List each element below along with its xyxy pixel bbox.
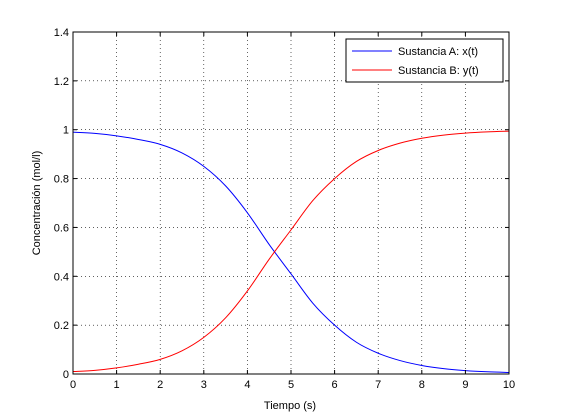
series-line-0: [72, 131, 510, 374]
x-tick-label: 2: [157, 379, 163, 391]
x-tick-label: 1: [114, 379, 120, 391]
x-tick-label: 4: [244, 379, 250, 391]
x-axis-label: Tiempo (s): [264, 400, 316, 412]
x-tick-label: 9: [462, 379, 468, 391]
x-tick-label: 8: [419, 379, 425, 391]
series-line-1: [72, 130, 510, 373]
x-tick-label: 5: [288, 379, 294, 391]
y-tick-label: 0.2: [54, 320, 69, 332]
x-tick-label: 10: [503, 379, 515, 391]
y-tick-label: 1.4: [54, 27, 69, 39]
y-axis-label: Concentración (mol/l): [31, 151, 43, 256]
x-tick-label: 0: [70, 379, 76, 391]
legend-label-sustancia-a: Sustancia A: x(t): [398, 46, 478, 58]
y-tick-label: 0: [63, 369, 69, 381]
x-tick-label: 6: [332, 379, 338, 391]
legend: Sustancia A: x(t) Sustancia B: y(t): [345, 38, 504, 83]
plot-area-border: [72, 31, 510, 375]
legend-box: [345, 38, 504, 83]
axis-ticks: 0 1 2 3 4 5 6 7 8 9 10 0 0.2 0.4 0.6 0.8 1 1.2 1.4: [54, 27, 515, 391]
x-tick-label: 7: [375, 379, 381, 391]
x-tick-label: 3: [201, 379, 207, 391]
y-tick-label: 0.6: [54, 222, 69, 234]
legend-label-sustancia-b: Sustancia B: y(t): [398, 65, 479, 77]
grid-lines: [73, 32, 509, 374]
y-tick-label: 1: [63, 125, 69, 137]
y-tick-label: 0.8: [54, 174, 69, 186]
y-tick-label: 0.4: [54, 271, 69, 283]
y-tick-label: 1.2: [54, 76, 69, 88]
series-lines: [72, 130, 510, 374]
